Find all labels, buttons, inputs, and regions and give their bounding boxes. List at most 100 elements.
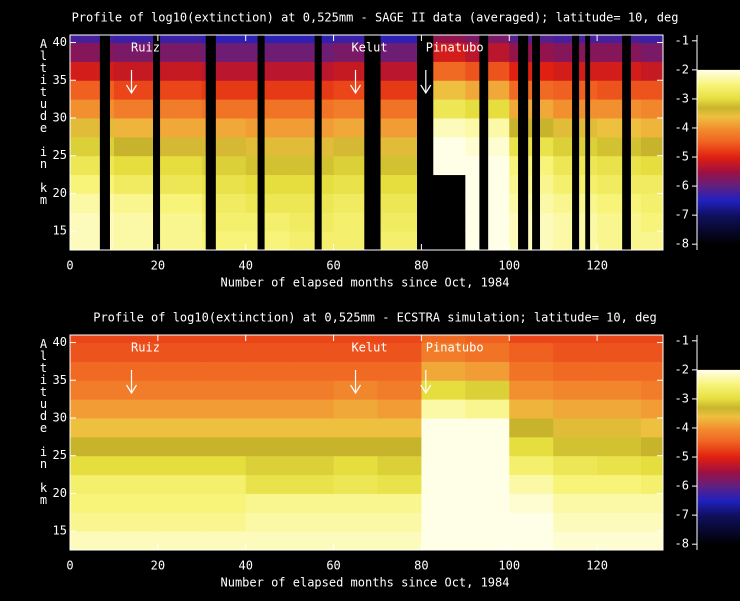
colorbar-segment <box>697 472 740 487</box>
heat-cell <box>246 361 290 380</box>
heat-cell <box>202 512 246 531</box>
heat-cell <box>114 437 158 456</box>
heat-cell <box>290 99 334 118</box>
heat-cell <box>114 212 158 231</box>
heat-cell <box>290 437 334 456</box>
heat-cell <box>114 80 158 99</box>
heat-cell <box>158 99 202 118</box>
heat-cell <box>465 437 509 456</box>
heat-cell <box>158 156 202 175</box>
colorbar-segment <box>697 108 740 117</box>
heat-cell <box>641 118 663 137</box>
heat-cell <box>246 437 290 456</box>
heat-cell <box>158 118 202 137</box>
annotation-label: Ruiz <box>131 341 160 355</box>
heat-cell <box>597 512 641 531</box>
colorbar-tick-label: -6 <box>675 179 689 193</box>
heat-cell <box>377 456 421 475</box>
heat-cell <box>114 456 158 475</box>
heat-cell <box>114 99 158 118</box>
heat-cell <box>377 61 421 80</box>
heat-cell <box>158 343 202 362</box>
heat-cell <box>290 193 334 212</box>
heat-cell <box>70 493 114 512</box>
heat-cell <box>641 175 663 194</box>
heat-cell <box>290 35 334 43</box>
x-tick-label: 40 <box>238 559 252 573</box>
heat-cell <box>290 380 334 399</box>
heat-cell <box>597 361 641 380</box>
colorbar-tick-label: -2 <box>675 62 689 76</box>
heat-cell <box>158 231 202 250</box>
y-tick-label: 25 <box>53 148 67 162</box>
x-tick-label: 40 <box>238 259 252 273</box>
heat-cell <box>246 35 290 43</box>
data-gap <box>479 35 488 250</box>
heat-cell <box>202 475 246 494</box>
heat-cell <box>377 99 421 118</box>
colorbar-segment <box>697 399 740 408</box>
heat-cell <box>509 35 553 43</box>
heat-cell <box>465 418 509 437</box>
heat-cell <box>465 456 509 475</box>
data-gap <box>518 35 528 250</box>
x-tick-label: 100 <box>498 259 520 273</box>
heat-cell <box>158 193 202 212</box>
heat-cell <box>553 512 597 531</box>
heat-cell <box>509 418 553 437</box>
heat-cell <box>377 212 421 231</box>
colorbar-segment <box>697 428 740 443</box>
heat-cell <box>597 343 641 362</box>
heat-cell <box>377 531 421 550</box>
heat-cell <box>597 418 641 437</box>
heat-cell <box>597 35 641 43</box>
heat-cell <box>377 175 421 194</box>
heat-cell <box>246 531 290 550</box>
y-tick-label: 15 <box>53 524 67 538</box>
heat-cell <box>509 212 553 231</box>
heat-cell <box>597 399 641 418</box>
heat-cell <box>377 156 421 175</box>
heat-cell <box>158 175 202 194</box>
heat-cell <box>421 361 465 380</box>
heat-cell <box>70 456 114 475</box>
heat-cell <box>114 380 158 399</box>
heat-cell <box>202 493 246 512</box>
heat-cell <box>597 137 641 156</box>
heat-cell <box>334 418 378 437</box>
heat-cell <box>597 80 641 99</box>
heat-cell <box>334 456 378 475</box>
heat-cell <box>246 493 290 512</box>
heat-cell <box>509 193 553 212</box>
heat-cell <box>290 80 334 99</box>
heat-cell <box>377 118 421 137</box>
y-tick-label: 20 <box>53 186 67 200</box>
x-tick-label: 0 <box>66 559 73 573</box>
y-tick-label: 35 <box>53 73 67 87</box>
heat-cell <box>377 437 421 456</box>
heat-cell <box>70 343 114 362</box>
heat-cell <box>641 212 663 231</box>
heat-cell <box>290 531 334 550</box>
heat-cell <box>334 531 378 550</box>
heat-cell <box>70 531 114 550</box>
heat-cell <box>202 335 246 343</box>
heat-cell <box>114 493 158 512</box>
heat-cell <box>246 456 290 475</box>
heat-cell <box>334 437 378 456</box>
heat-cell <box>158 137 202 156</box>
colorbar-tick-label: -5 <box>675 450 689 464</box>
heat-cell <box>509 343 553 362</box>
heat-cell <box>597 212 641 231</box>
heat-cell <box>290 156 334 175</box>
heat-cell <box>465 512 509 531</box>
heat-cell <box>377 512 421 531</box>
heat-cell <box>553 418 597 437</box>
heat-cell <box>158 80 202 99</box>
colorbar-segment <box>697 157 740 172</box>
heat-cell <box>509 231 553 250</box>
heat-cell <box>597 61 641 80</box>
heat-cell <box>553 456 597 475</box>
heat-cell <box>509 335 553 343</box>
heat-cell <box>597 531 641 550</box>
